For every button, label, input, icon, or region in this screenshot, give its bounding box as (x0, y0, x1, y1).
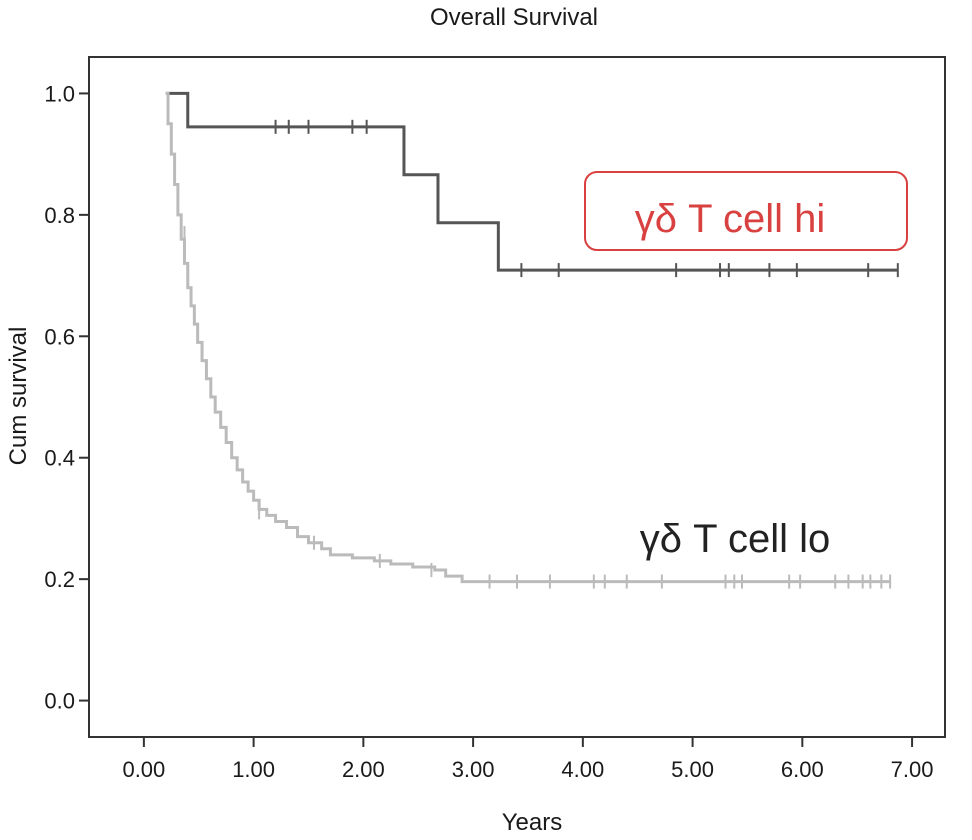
y-tick-label: 0.8 (44, 203, 75, 228)
x-axis-label: Years (502, 809, 563, 836)
y-axis: 0.0 0.2 0.4 0.6 0.8 1.0 (44, 81, 89, 714)
survival-curve-hi (165, 91, 898, 272)
x-tick-label: 5.00 (671, 757, 714, 782)
y-tick-label: 0.2 (44, 567, 75, 592)
y-tick-label: 0.4 (44, 446, 75, 471)
x-tick-label: 1.00 (232, 757, 275, 782)
series-layer (165, 91, 899, 589)
plot-frame (88, 56, 946, 738)
chart-title: Overall Survival (430, 4, 598, 31)
y-tick-label: 0.0 (44, 689, 75, 714)
x-tick-label: 3.00 (452, 757, 495, 782)
y-tick-label: 0.6 (44, 324, 75, 349)
x-tick-label: 0.00 (122, 757, 165, 782)
y-tick-label: 1.0 (44, 81, 75, 106)
x-tick-label: 7.00 (891, 757, 934, 782)
series-label-box-hi (584, 171, 908, 251)
y-axis-label: Cum survival (5, 327, 32, 466)
x-tick-label: 6.00 (781, 757, 824, 782)
x-axis: 0.00 1.00 2.00 3.00 4.00 5.00 6.00 7.00 (122, 737, 933, 782)
series-label-lo: γδ T cell lo (640, 517, 830, 561)
x-tick-label: 2.00 (342, 757, 385, 782)
x-tick-label: 4.00 (561, 757, 604, 782)
survival-curve-lo (165, 91, 891, 584)
series-label-hi: γδ T cell hi (635, 197, 825, 241)
